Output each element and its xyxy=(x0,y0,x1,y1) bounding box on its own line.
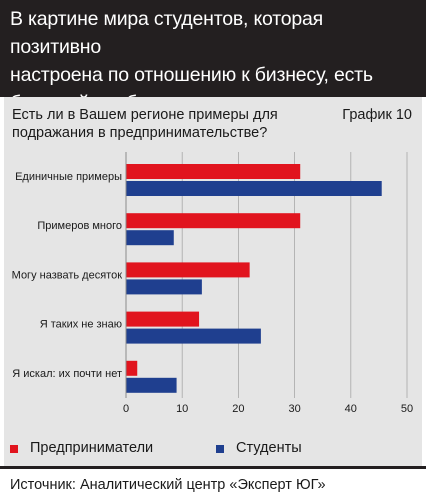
bar-entrepreneurs-2 xyxy=(126,213,301,229)
category-label-1: Единичные примеры xyxy=(15,171,122,183)
legend-label-students: Студенты xyxy=(236,440,302,456)
category-label-4: Я таких не знаю xyxy=(40,319,122,331)
legend: Предприниматели Студенты xyxy=(4,432,422,462)
question-line-1: Есть ли в Вашем регионе примеры для xyxy=(12,107,278,123)
bar-students-5 xyxy=(126,377,177,393)
headline-line-1: В картине мира студентов, которая позити… xyxy=(10,8,324,58)
x-tick-label-20: 20 xyxy=(232,403,244,415)
x-tick-label-10: 10 xyxy=(176,403,188,415)
x-tick-label-50: 50 xyxy=(401,403,413,415)
chart-question: Есть ли в Вашем регионе примеры для подр… xyxy=(12,106,342,142)
bar-students-2 xyxy=(126,230,174,246)
legend-swatch-students xyxy=(216,445,224,453)
bar-entrepreneurs-3 xyxy=(126,262,250,278)
category-label-2: Примеров много xyxy=(37,220,122,232)
bar-students-3 xyxy=(126,279,202,295)
x-tick-label-0: 0 xyxy=(123,403,129,415)
headline-line-2: настроена по отношению к бизнесу, есть xyxy=(10,64,373,86)
chart-panel: Есть ли в Вашем регионе примеры для подр… xyxy=(4,97,422,466)
x-tick-label-40: 40 xyxy=(345,403,357,415)
bar-entrepreneurs-5 xyxy=(126,360,138,376)
legend-swatch-entrepreneurs xyxy=(10,445,18,453)
source-footer: Источник: Аналитический центр «Эксперт Ю… xyxy=(0,466,426,500)
category-label-5: Я искал: их почти нет xyxy=(12,368,122,380)
x-tick-label-30: 30 xyxy=(288,403,300,415)
category-label-3: Могу назвать десяток xyxy=(12,269,123,281)
bar-students-1 xyxy=(126,181,382,196)
bar-entrepreneurs-1 xyxy=(126,164,301,179)
source-text: Источник: Аналитический центр «Эксперт Ю… xyxy=(10,477,326,493)
legend-label-entrepreneurs: Предприниматели xyxy=(30,440,154,456)
chart-number: График 10 xyxy=(342,107,412,123)
bar-entrepreneurs-4 xyxy=(126,311,200,327)
bar-students-4 xyxy=(126,328,261,344)
question-line-2: подражания в предпринимательстве? xyxy=(12,125,268,141)
